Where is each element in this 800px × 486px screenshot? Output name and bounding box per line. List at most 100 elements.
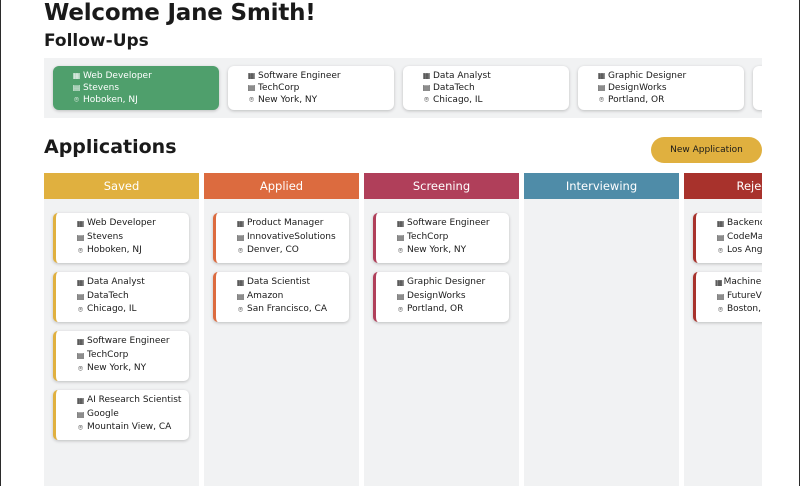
company-name: ▤ Stevens [71,82,219,94]
building-icon: ▦ [76,396,85,405]
application-card[interactable]: ▦ Software Engineer ▤ TechCorp ⌾ New York, NY [53,331,189,381]
location-pin-icon: ⌾ [718,246,723,255]
building-icon: ▦ [597,71,606,80]
location-pin-icon: ⌾ [238,246,243,255]
job-role-text: Data Analyst [433,71,491,81]
followup-card-overflow[interactable] [753,66,762,110]
company-name-text: Amazon [247,290,284,301]
job-location: ⌾ Portland, OR [596,94,744,106]
location-pin-icon: ⌾ [78,305,83,314]
company-name: ▤ DesignWorks [596,82,744,94]
job-role-text: Web Developer [87,218,156,228]
column-header: Saved [44,173,199,199]
job-location-text: Portland, OR [608,95,665,105]
location-pin-icon: ⌾ [74,95,79,104]
company-name-text: Stevens [83,83,120,93]
office-icon: ▤ [247,83,256,92]
company-name: ▤ TechCorp [395,231,509,245]
job-location: ⌾ Los Angeles, CA [715,244,762,258]
application-card[interactable]: ▦ Data Scientist ▤ Amazon ⌾ San Francisco, CA [213,272,349,322]
column-header: Interviewing [524,173,679,199]
job-location: ⌾ San Francisco, CA [235,303,349,317]
job-role: ▦ Software Engineer [75,335,189,349]
job-role-text: Graphic Designer [608,71,687,81]
job-role: ▦ Graphic Designer [395,276,509,290]
job-location: ⌾ Portland, OR [395,303,509,317]
building-icon: ▦ [76,278,85,287]
application-card[interactable]: ▦Backend Developer▤CodeMasters⌾ Los Angel… [693,213,762,263]
company-name: ▤CodeMasters [715,231,762,245]
column-interviewing: Interviewing [524,173,679,486]
job-role: ▦ AI Research Scientist [75,394,189,408]
application-card[interactable]: ▦ Graphic Designer ▤ DesignWorks ⌾ Portland, … [373,272,509,322]
office-icon: ▤ [422,83,431,92]
column-rejected: Rejected▦Backend Developer▤CodeMasters⌾L… [684,173,762,486]
job-role: ▦Machine Learning Engineer [715,276,762,290]
column-header: Rejected [684,173,762,199]
job-location: ⌾ New York, NY [246,94,394,106]
office-icon: ▤ [76,350,85,360]
location-pin-icon: ⌾ [78,423,83,432]
office-icon: ▤ [396,232,405,242]
followup-card[interactable]: ▦ Web Developer ▤ Stevens ⌾ Hoboken, NJ [53,66,219,110]
application-card[interactable]: ▦ Web Developer ▤ Stevens ⌾ Hoboken, NJ [53,213,189,263]
application-card[interactable]: ▦ Product Manager ▤ InnovativeSolutions ⌾ Den… [213,213,349,263]
job-location-text: New York, NY [87,363,147,373]
job-location-text: Los Angeles, CA [727,245,762,255]
job-role: ▦ Graphic Designer [596,70,744,82]
application-card[interactable]: ▦ AI Research Scientist ▤ Google ⌾ Mountain V… [53,390,189,440]
column-header: Applied [204,173,359,199]
location-pin-icon: ⌾ [718,305,723,314]
company-name-text: Google [87,408,119,419]
job-role-text: Product Manager [247,218,324,228]
job-location: ⌾ New York, NY [75,362,189,376]
company-name-text: DesignWorks [608,83,667,93]
location-pin-icon: ⌾ [424,95,429,104]
job-location: ⌾ Chicago, IL [75,303,189,317]
followups-strip[interactable]: ▦ Web Developer ▤ Stevens ⌾ Hoboken, NJ ▦ Softw… [44,58,762,118]
company-name: ▤ DataTech [75,290,189,304]
application-card[interactable]: ▦ Software Engineer ▤ TechCorp ⌾ New York, NY [373,213,509,263]
office-icon: ▤ [597,83,606,92]
job-location-text: Mountain View, CA [87,422,172,432]
office-icon: ▤ [716,232,725,242]
job-role: ▦Backend Developer [715,217,762,231]
company-name: ▤ TechCorp [75,349,189,363]
followup-card[interactable]: ▦ Software Engineer ▤ TechCorp ⌾ New York, NY [228,66,394,110]
job-location-text: Portland, OR [407,304,464,314]
followup-card[interactable]: ▦ Data Analyst ▤ DataTech ⌾ Chicago, IL [403,66,569,110]
job-location: ⌾ New York, NY [395,244,509,258]
building-icon: ▦ [72,71,81,80]
job-role: ▦ Web Developer [71,70,219,82]
company-name: ▤ Amazon [235,290,349,304]
office-icon: ▤ [72,83,81,92]
job-role-text: Software Engineer [87,336,170,346]
job-role-text: Software Engineer [258,71,341,81]
building-icon: ▦ [236,278,245,287]
company-name: ▤FutureVision [715,290,762,304]
job-location-text: Chicago, IL [87,304,137,314]
location-pin-icon: ⌾ [78,246,83,255]
building-icon: ▦ [236,219,245,228]
job-location: ⌾ Chicago, IL [421,94,569,106]
company-name-text: Stevens [87,231,124,242]
location-pin-icon: ⌾ [249,95,254,104]
kanban-board: Saved ▦ Web Developer ▤ Stevens ⌾ Hoboken, NJ ▦… [44,173,762,486]
job-location-text: Hoboken, NJ [87,245,142,255]
application-card[interactable]: ▦Machine Learning Engineer▤FutureVision⌾… [693,272,762,322]
welcome-heading: Welcome Jane Smith! [44,0,316,26]
office-icon: ▤ [236,232,245,242]
company-name: ▤ DesignWorks [395,290,509,304]
job-role: ▦ Data Analyst [75,276,189,290]
job-role-text: Software Engineer [407,218,490,228]
job-location: ⌾ Boston, MA [715,303,762,317]
job-location-text: Boston, MA [727,304,762,314]
application-card[interactable]: ▦ Data Analyst ▤ DataTech ⌾ Chicago, IL [53,272,189,322]
followup-card[interactable]: ▦ Graphic Designer ▤ DesignWorks ⌾ Portland, … [578,66,744,110]
building-icon: ▦ [396,278,405,287]
location-pin-icon: ⌾ [398,246,403,255]
job-role: ▦ Web Developer [75,217,189,231]
office-icon: ▤ [236,291,245,301]
new-application-button[interactable]: New Application [651,137,762,163]
